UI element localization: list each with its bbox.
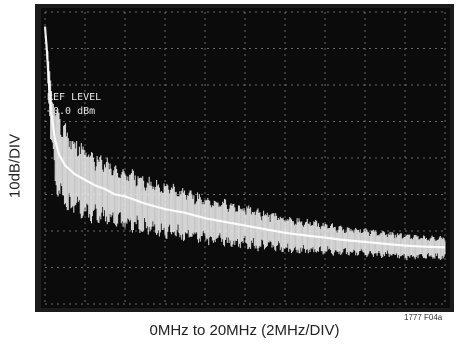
spectrum-analyzer-screen: REF LEVEL +0.0 dBm [35,4,454,312]
ref-level-label: REF LEVEL [47,92,101,103]
y-axis-label: 10dB/DIV [6,133,24,199]
trace-envelope [43,26,446,249]
figure-id: 1777 F04a [404,313,443,322]
graticule [44,11,446,305]
y-axis-label-container: 10dB/DIV [2,116,28,216]
spectrum-trace [43,26,446,261]
x-axis-label: 0MHz to 20MHz (2MHz/DIV) [149,322,340,339]
ref-level-value: +0.0 dBm [47,106,95,117]
